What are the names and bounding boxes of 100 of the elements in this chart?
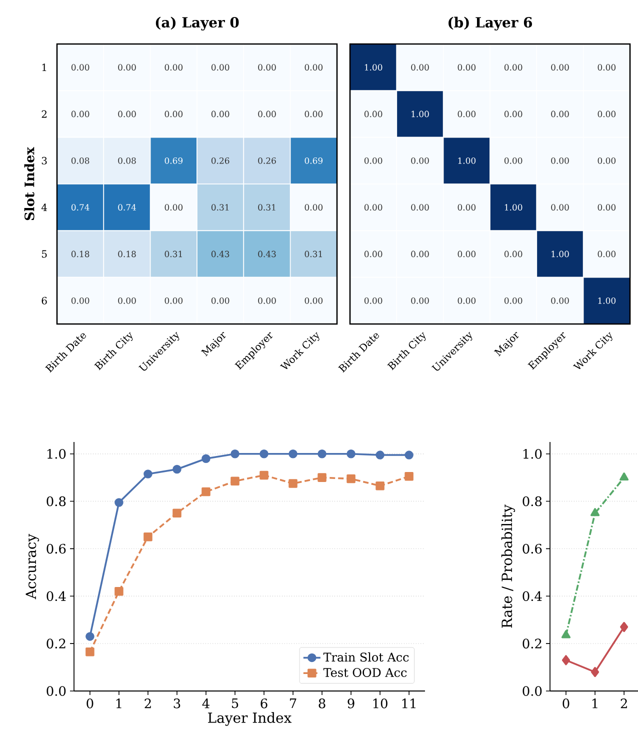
data-label: 0.00 [411, 250, 429, 258]
data-label: 1.00 [412, 110, 429, 118]
y-tick-label: 1.0 [47, 448, 66, 459]
data-label: 1.00 [458, 157, 476, 164]
y-tick-label: 0.8 [46, 496, 66, 506]
data-label: 0.00 [598, 110, 616, 118]
chart-title: (b) Layer 6 [448, 16, 532, 30]
data-label: 0.00 [504, 250, 522, 258]
y-tick-label: 5 [42, 250, 47, 258]
y-tick-label: 0.6 [522, 544, 542, 554]
y-tick-label: 0.2 [46, 638, 66, 648]
point [202, 487, 210, 496]
point [562, 655, 570, 666]
data-label: 0.74 [71, 204, 90, 211]
data-label: 0.00 [598, 250, 616, 258]
point [202, 454, 210, 463]
point [590, 508, 600, 516]
data-label: 0.43 [211, 250, 230, 258]
data-label: 0.00 [458, 110, 476, 118]
point [346, 449, 356, 458]
data-label: 0.00 [458, 250, 476, 258]
data-label: 0.26 [258, 157, 276, 164]
point [144, 532, 152, 542]
data-label: 0.00 [258, 64, 276, 71]
data-label: 0.00 [364, 157, 382, 164]
data-label: 0.00 [411, 297, 429, 304]
data-label: 0.08 [118, 157, 136, 164]
data-label: 0.18 [118, 250, 136, 258]
x-tick-label: 11 [402, 698, 416, 708]
point [230, 449, 240, 458]
point [620, 622, 628, 632]
point [260, 470, 268, 480]
data-label: 0.00 [71, 297, 90, 304]
point [404, 450, 414, 460]
data-label: 0.00 [551, 64, 569, 71]
data-label: 0.00 [551, 297, 569, 304]
data-label: 0.00 [551, 157, 569, 164]
x-axis-title: Layer Index [208, 712, 292, 726]
data-label: 0.74 [118, 204, 136, 211]
data-label: 0.00 [71, 110, 90, 118]
y-tick-label: 2 [42, 110, 46, 118]
data-label: 0.00 [118, 110, 136, 118]
point [318, 449, 326, 458]
data-label: 0.00 [304, 64, 323, 71]
data-label: 0.43 [258, 250, 276, 258]
y-tick-label: 1 [42, 64, 46, 72]
data-label: 0.00 [304, 204, 323, 211]
point [404, 472, 414, 481]
point [318, 473, 326, 482]
data-label: 0.31 [258, 204, 276, 211]
data-label: 0.00 [304, 110, 323, 118]
y-tick-label: 0.0 [522, 686, 542, 696]
data-label: 0.18 [71, 250, 90, 258]
y-tick-label: 0.6 [46, 544, 66, 554]
point [114, 587, 124, 596]
point [230, 476, 240, 486]
data-label: 0.00 [598, 64, 616, 71]
legend-label: Train Slot Acc [323, 652, 409, 662]
data-label: 0.00 [211, 297, 230, 304]
y-tick-label: 0.8 [522, 496, 542, 506]
data-label: 0.00 [504, 64, 522, 71]
data-label: 0.00 [504, 297, 522, 304]
data-label: 0.00 [164, 297, 183, 304]
data-label: 0.00 [598, 157, 616, 164]
x-tick-label: 3 [174, 698, 180, 708]
data-label: 0.69 [164, 157, 183, 164]
point [260, 449, 268, 458]
data-label: 0.31 [164, 250, 182, 258]
data-label: 0.00 [71, 64, 90, 71]
data-label: 0.00 [364, 204, 382, 211]
point [172, 508, 182, 518]
point [86, 632, 94, 641]
chart-title: (a) Layer 0 [156, 16, 239, 30]
point [590, 666, 600, 678]
x-tick-label: 0 [562, 698, 570, 708]
data-label: 0.00 [411, 64, 429, 71]
data-label: 0.00 [598, 204, 616, 211]
data-label: 0.00 [118, 297, 136, 304]
x-tick-label: 4 [202, 698, 210, 708]
data-label: 0.00 [364, 250, 382, 258]
data-label: 0.08 [71, 157, 90, 164]
data-label: 0.00 [164, 204, 183, 211]
data-label: 0.00 [504, 110, 522, 118]
x-tick-label: 1 [116, 698, 122, 708]
y-tick-label: 0.2 [522, 638, 542, 648]
point [144, 470, 152, 478]
y-tick-label: 6 [42, 296, 47, 304]
data-label: 0.00 [258, 110, 276, 118]
data-label: 0.31 [304, 250, 322, 258]
data-label: 0.26 [211, 157, 230, 164]
data-label: 0.00 [458, 204, 476, 211]
y-tick-label: 0.4 [46, 591, 66, 602]
data-label: 0.00 [458, 297, 476, 304]
y-axis-title: Accuracy [26, 534, 40, 600]
data-label: 0.00 [211, 110, 230, 118]
data-label: 1.00 [598, 297, 616, 304]
data-label: 0.00 [211, 64, 230, 71]
data-label: 0.00 [551, 110, 569, 118]
data-label: 0.69 [304, 157, 323, 164]
data-label: 0.00 [364, 297, 382, 304]
